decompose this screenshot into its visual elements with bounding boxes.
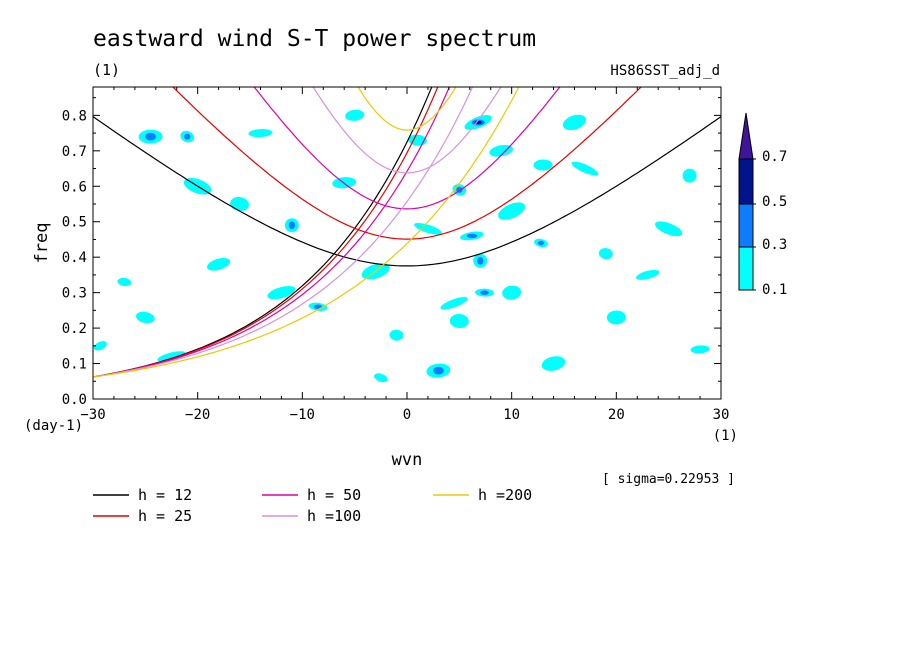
y-tick-label: 0.6 <box>62 179 87 195</box>
contour-blob-mid <box>477 256 484 265</box>
contour-blob-low <box>541 356 566 371</box>
legend-label: h = 25 <box>138 507 192 525</box>
dispersion-curve-ig <box>93 116 721 267</box>
legend-label: h =100 <box>307 507 361 525</box>
dispersion-curve-kelvin <box>93 87 439 378</box>
contour-blob-low <box>345 109 365 121</box>
contour-blob-low <box>533 159 553 171</box>
contour-blob-low <box>267 286 296 300</box>
legend-label: h = 50 <box>307 486 361 504</box>
legend-label: h = 12 <box>138 486 192 504</box>
contour-blob-low <box>230 196 249 212</box>
contour-blob-low <box>690 345 710 354</box>
x-tick-label: 0 <box>403 407 411 423</box>
legend-label: h =200 <box>478 486 532 504</box>
contour-blob-low <box>248 129 273 138</box>
colorbar-segment <box>738 246 754 291</box>
contour-blob-low <box>135 311 155 324</box>
contour-blob-low <box>562 114 587 131</box>
contour-blob-low <box>117 277 132 287</box>
dispersion-curve-ig <box>172 87 642 240</box>
contour-blob-low <box>682 168 697 183</box>
y-axis-label: freq <box>32 223 52 264</box>
dispersion-curve-ig <box>312 87 502 174</box>
contour-blob-low <box>598 248 613 260</box>
y-tick-label: 0.4 <box>62 250 87 266</box>
y-tick-label: 0.0 <box>62 392 87 408</box>
contour-blob-low <box>374 373 388 383</box>
contour-blob-low <box>489 144 514 157</box>
contour-blob-mid <box>145 132 156 141</box>
chart-subtitle-right: HS86SST_adj_d <box>610 63 720 79</box>
dispersion-curve-kelvin <box>93 87 451 378</box>
contour-blob-mid <box>433 366 444 375</box>
contour-blob-mid <box>480 290 489 295</box>
sigma-note: [ sigma=0.22953 ] <box>602 472 735 487</box>
colorbar-label: 0.3 <box>762 237 787 253</box>
colorbar: 0.1 0.3 0.5 0.7 <box>738 112 787 298</box>
y-tick-label: 0.5 <box>62 215 87 231</box>
x-axis: −30 −20 −10 0 10 20 30 <box>80 87 729 423</box>
contour-blob-low <box>389 329 404 341</box>
dispersion-curve-ig <box>357 87 457 131</box>
y-tick-label: 0.3 <box>62 286 87 302</box>
x-tick-label: 30 <box>713 407 730 423</box>
y-axis-unit: (day-1) <box>24 418 83 434</box>
contour-blob-low <box>449 313 469 329</box>
x-tick-label: −10 <box>290 407 315 423</box>
y-tick-label: 0.2 <box>62 321 87 337</box>
contour-blob-low <box>498 202 526 220</box>
contour-blob-mid <box>288 221 296 230</box>
chart-subtitle-left: (1) <box>93 61 120 79</box>
contour-blob-low <box>502 285 522 300</box>
colorbar-label: 0.7 <box>762 149 787 165</box>
x-axis-label: wvn <box>392 450 423 470</box>
contour-blob-low <box>157 351 186 362</box>
contour-blob-mid <box>466 233 478 239</box>
contour-blob-low <box>440 297 468 310</box>
y-tick-label: 0.1 <box>62 357 87 373</box>
contour-blob-low <box>571 161 599 176</box>
x-tick-label: 20 <box>608 407 625 423</box>
chart-title: eastward wind S-T power spectrum <box>93 26 536 52</box>
colorbar-segment <box>738 203 754 248</box>
colorbar-label: 0.1 <box>762 282 787 298</box>
contour-blob-low <box>636 269 660 280</box>
dispersion-curve-kelvin <box>93 87 520 378</box>
x-axis-unit: (1) <box>713 428 738 444</box>
x-tick-label: 10 <box>503 407 520 423</box>
colorbar-label: 0.5 <box>762 194 787 210</box>
x-tick-label: −30 <box>80 407 105 423</box>
contour-fills <box>93 109 710 383</box>
plot-area: −30 −20 −10 0 10 20 30 0.00.10.20.30.40.50.60.… <box>62 86 729 423</box>
x-tick-label: −20 <box>185 407 210 423</box>
contour-blob-low <box>655 221 683 237</box>
contour-blob-low <box>93 341 107 351</box>
y-tick-label: 0.8 <box>62 108 87 124</box>
colorbar-segment <box>738 158 754 205</box>
y-axis: 0.0 0.1 0.2 0.3 0.4 0.5 0.6 0.7 0.8 <box>62 97 721 408</box>
dispersion-curve-kelvin <box>93 87 474 378</box>
contour-blob-low <box>414 222 442 235</box>
contour-blob-low <box>606 310 626 325</box>
contour-blob-mid <box>184 133 191 140</box>
legend: h = 12 h = 25 h = 50 h =100 h =200 <box>93 486 532 525</box>
y-tick-label: 0.7 <box>62 144 87 160</box>
contour-blob-low <box>207 257 231 271</box>
dispersion-curve-ig <box>253 87 561 210</box>
contour-blob-mid <box>537 240 545 246</box>
dispersion-curves <box>93 87 721 378</box>
colorbar-arrow <box>738 112 754 160</box>
